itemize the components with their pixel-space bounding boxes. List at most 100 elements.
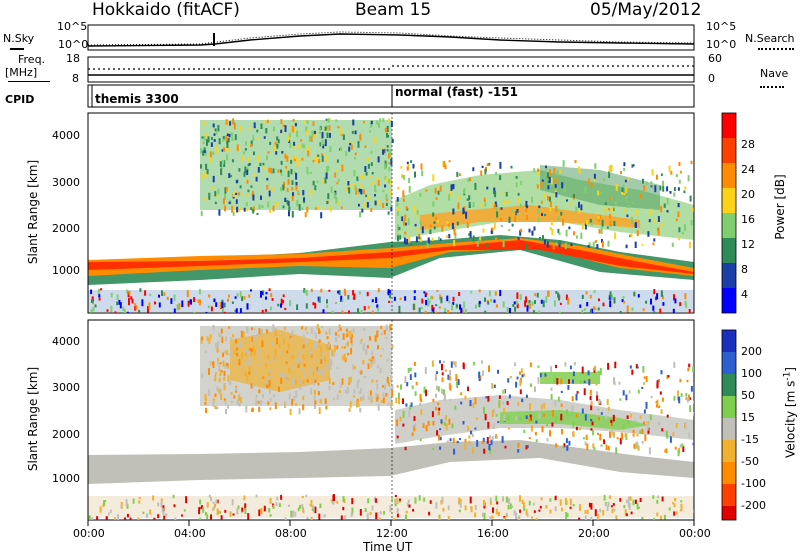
velocity-near-echo-dot (584, 510, 587, 514)
velocity-near-echo-dot (220, 515, 223, 520)
power-near-echo-dot (246, 303, 249, 310)
power-near-echo-dot (431, 311, 434, 313)
power-high-echo-dot (330, 186, 333, 194)
power-near-echo-dot (208, 294, 211, 298)
power-high-echo-dot (263, 120, 266, 123)
velocity-high-echo-dot (288, 367, 291, 373)
power-near-echo-dot (431, 304, 434, 311)
velocity-high-echo-dot (341, 346, 344, 349)
velocity-mid-echo-dot (530, 424, 533, 432)
velocity-high-echo-dot (266, 329, 269, 334)
power-near-echo-dot (413, 296, 416, 301)
velocity-mid-echo-dot (643, 376, 646, 379)
velocity-mid-echo-dot (495, 434, 498, 439)
velocity-high-echo-dot (382, 392, 385, 398)
velocity-mid-echo-dot (438, 407, 441, 411)
velocity-high-echo-dot (251, 336, 254, 342)
x-tick-1600: 16:00 (477, 527, 509, 540)
velocity-mid-echo-dot (560, 378, 563, 385)
velocity-high-echo-dot (284, 374, 287, 378)
velocity-mid-echo-dot (467, 386, 469, 392)
power-near-echo-dot (399, 297, 402, 301)
power-mid-echo-dot (681, 231, 684, 235)
power-mid-echo-dot (450, 184, 453, 191)
velocity-near-echo-dot (528, 500, 531, 506)
velocity-mid-echo-dot (583, 380, 586, 383)
velocity-high-echo-dot (328, 385, 331, 391)
power-near-echo-dot (459, 304, 461, 310)
power-high-echo-dot (226, 146, 229, 152)
power-mid-echo-dot (519, 230, 522, 236)
power-high-echo-dot (323, 207, 326, 210)
velocity-mid-echo-dot (556, 378, 559, 385)
power-panel-frame (87, 112, 695, 314)
velocity-near-echo-dot (344, 515, 347, 520)
power-high-echo-dot (260, 123, 263, 129)
velocity-near-echo-dot (367, 498, 370, 504)
velocity-high-echo-dot (242, 379, 245, 382)
velocity-high-echo-dot (219, 369, 222, 377)
power-high-echo-dot (304, 212, 307, 218)
velocity-mid-echo-dot (673, 395, 676, 401)
power-near-echo-dot (435, 311, 438, 313)
velocity-near-echo-dot (206, 502, 209, 508)
power-mid-echo-dot (525, 243, 528, 250)
power-high-echo-dot (268, 167, 271, 173)
power-high-echo-dot (274, 145, 276, 152)
velocity-high-echo-dot (297, 363, 300, 368)
power-mid-echo-dot (413, 205, 416, 211)
power-near-echo-dot (674, 298, 677, 304)
velocity-cbar-label: Velocity [m s (783, 380, 798, 458)
velocity-high-echo-dot (251, 408, 253, 412)
velocity-mid-echo-dot (396, 435, 399, 439)
velocity-mid-echo-dot (515, 415, 518, 421)
power-mid-echo-dot (666, 198, 669, 205)
power-mid-echo-dot (401, 216, 404, 222)
power-mid-echo-dot (546, 172, 549, 179)
velocity-near-echo-dot (198, 507, 201, 515)
velocity-mid-echo-dot (528, 437, 531, 440)
velocity-high-echo-dot (240, 330, 243, 338)
velocity-near-echo-dot (495, 508, 498, 515)
velocity-mid-echo-dot (534, 431, 537, 436)
velocity-mid-echo-dot (590, 404, 593, 411)
power-mid-echo-dot (481, 165, 484, 168)
power-high-echo-dot (252, 135, 255, 142)
velocity-high-echo-dot (204, 402, 207, 405)
power-near-echo-dot (489, 290, 491, 297)
velocity-near-echo-dot (199, 517, 202, 520)
power-high-echo-dot (352, 187, 355, 191)
power-cbar-tick-8: 8 (741, 263, 748, 276)
velocity-high-echo-dot (230, 400, 233, 404)
power-high-echo-dot (257, 167, 260, 173)
power-high-echo-dot (322, 144, 325, 149)
power-mid-echo-dot (441, 225, 444, 232)
velocity-mid-echo-dot (409, 404, 412, 410)
velocity-mid-echo (395, 360, 694, 457)
power-high-echo-dot (321, 140, 324, 146)
velocity-high-echo-dot (375, 392, 378, 396)
velocity-high-echo-dot (274, 402, 277, 409)
velocity-panel (88, 326, 694, 518)
power-high-echo-dot (324, 139, 327, 147)
power-near-echo-dot (199, 299, 201, 306)
power-high-echo-dot (382, 202, 385, 208)
power-mid-echo-dot (516, 209, 519, 213)
power-high-echo-dot (209, 151, 212, 156)
power-high-echo-dot (382, 149, 385, 155)
power-near-echo-dot (609, 291, 612, 298)
power-high-echo-dot (382, 118, 385, 122)
velocity-high-echo-dot (326, 336, 329, 340)
velocity-mid-echo-dot (491, 413, 494, 417)
power-high-echo-dot (269, 209, 271, 213)
velocity-mid-echo-dot (402, 423, 405, 427)
power-mid-echo-dot (560, 211, 563, 216)
velocity-mid-echo-dot (476, 439, 479, 447)
x-tick-0000: 00:00 (73, 527, 105, 540)
power-high-echo-dot (318, 159, 321, 164)
power-high-echo-dot (238, 192, 241, 196)
power-near-echo-dot (444, 307, 447, 313)
velocity-mid-echo-dot (523, 373, 526, 377)
velocity-high-echo-dot (214, 405, 217, 410)
velocity-high-echo-dot (347, 341, 349, 347)
